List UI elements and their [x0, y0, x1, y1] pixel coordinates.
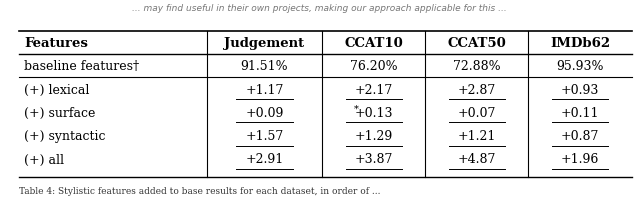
- Text: +3.87: +3.87: [355, 153, 393, 166]
- Text: ... may find useful in their own projects, making our approach applicable for th: ... may find useful in their own project…: [131, 4, 507, 13]
- Text: +0.93: +0.93: [561, 84, 599, 96]
- Text: (+) syntactic: (+) syntactic: [24, 130, 106, 143]
- Text: *: *: [353, 105, 359, 114]
- Text: 95.93%: 95.93%: [556, 60, 604, 73]
- Text: +0.13: +0.13: [355, 107, 393, 120]
- Text: Judgement: Judgement: [225, 37, 304, 50]
- Text: 91.51%: 91.51%: [241, 60, 288, 73]
- Text: +1.57: +1.57: [246, 130, 283, 143]
- Text: (+) lexical: (+) lexical: [24, 84, 89, 96]
- Text: Features: Features: [24, 37, 88, 50]
- Text: +0.09: +0.09: [245, 107, 284, 120]
- Text: +1.96: +1.96: [561, 153, 599, 166]
- Text: Table 4: Stylistic features added to base results for each dataset, in order of : Table 4: Stylistic features added to bas…: [19, 187, 381, 196]
- Text: 76.20%: 76.20%: [350, 60, 397, 73]
- Text: +4.87: +4.87: [457, 153, 496, 166]
- Text: +0.87: +0.87: [561, 130, 599, 143]
- Text: CCAT50: CCAT50: [448, 37, 507, 50]
- Text: +1.17: +1.17: [245, 84, 284, 96]
- Text: +0.07: +0.07: [457, 107, 496, 120]
- Text: 72.88%: 72.88%: [453, 60, 501, 73]
- Text: +1.21: +1.21: [457, 130, 496, 143]
- Text: CCAT10: CCAT10: [345, 37, 403, 50]
- Text: +2.87: +2.87: [458, 84, 496, 96]
- Text: +0.11: +0.11: [561, 107, 599, 120]
- Text: baseline features†: baseline features†: [24, 60, 139, 73]
- Text: (+) all: (+) all: [24, 153, 64, 166]
- Text: +1.29: +1.29: [355, 130, 393, 143]
- Text: +2.17: +2.17: [355, 84, 393, 96]
- Text: IMDb62: IMDb62: [550, 37, 610, 50]
- Text: (+) surface: (+) surface: [24, 107, 96, 120]
- Text: +2.91: +2.91: [246, 153, 283, 166]
